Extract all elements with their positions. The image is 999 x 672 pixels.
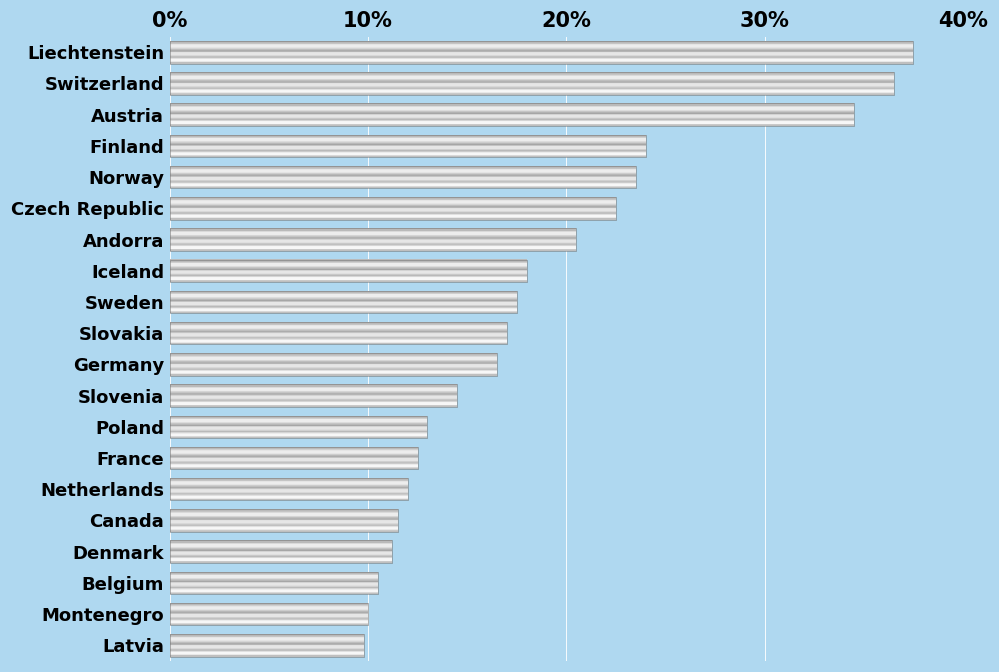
- Bar: [170, 322, 506, 345]
- Bar: [170, 228, 576, 251]
- Bar: [170, 634, 364, 657]
- Bar: [170, 572, 378, 594]
- Bar: [170, 509, 398, 532]
- Bar: [170, 603, 368, 626]
- Bar: [170, 73, 893, 95]
- Bar: [170, 384, 458, 407]
- Bar: [170, 478, 408, 501]
- Bar: [170, 447, 418, 469]
- Bar: [170, 134, 645, 157]
- Bar: [170, 540, 392, 563]
- Bar: [170, 103, 854, 126]
- Bar: [170, 353, 497, 376]
- Bar: [170, 259, 526, 282]
- Bar: [170, 41, 913, 64]
- Bar: [170, 415, 428, 438]
- Bar: [170, 291, 516, 313]
- Bar: [170, 166, 635, 188]
- Bar: [170, 197, 616, 220]
